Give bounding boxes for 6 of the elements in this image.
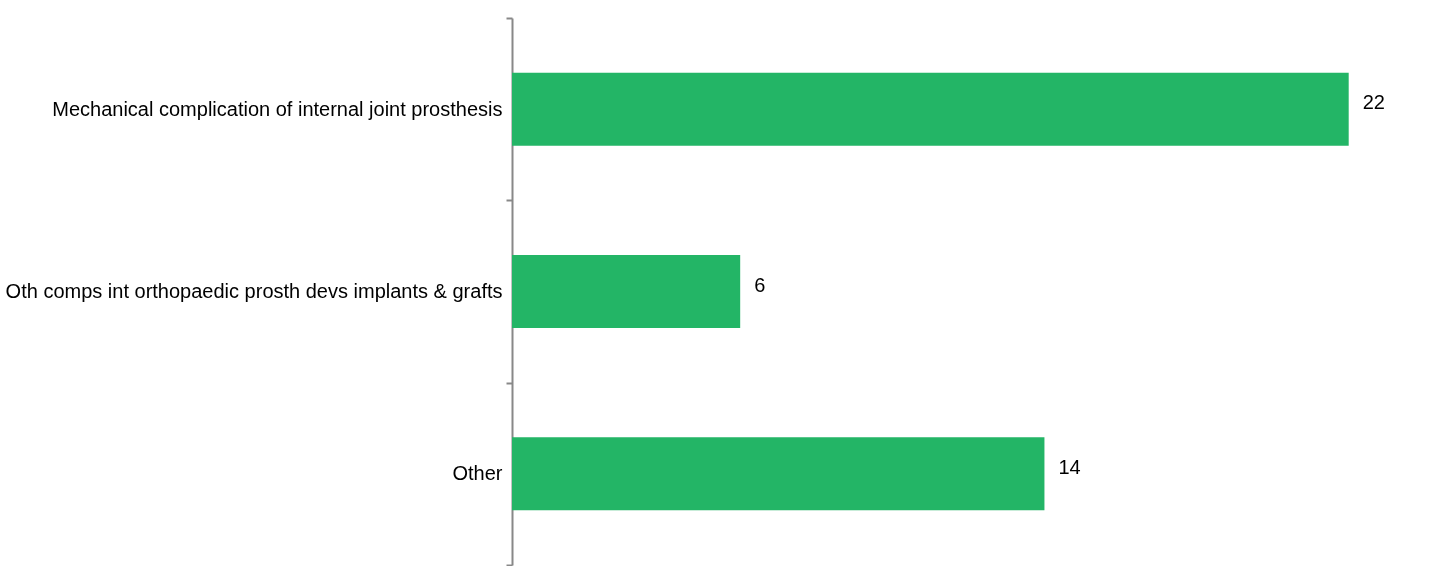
y-tick-label: Mechanical complication of internal joint prosthesis xyxy=(52,97,503,120)
data-label: 22 xyxy=(1362,91,1385,114)
y-tick-label: Other xyxy=(452,462,503,485)
data-label: 6 xyxy=(754,273,766,296)
data-label: 14 xyxy=(1058,455,1081,478)
y-tick-label: Oth comps int orthopaedic prosth devs implants & grafts xyxy=(5,280,503,302)
